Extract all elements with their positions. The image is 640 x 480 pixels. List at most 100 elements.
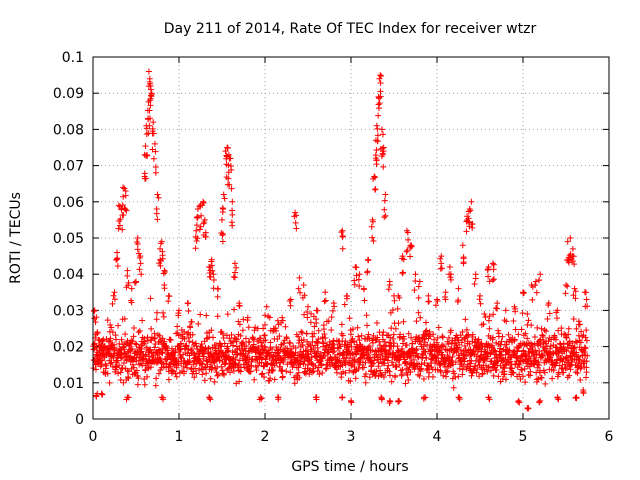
data-point <box>339 245 346 252</box>
data-point <box>174 323 181 330</box>
data-point <box>468 221 475 228</box>
data-point <box>125 279 132 286</box>
data-point <box>419 335 426 342</box>
data-point <box>216 357 223 364</box>
data-point <box>486 313 493 320</box>
data-point <box>219 230 226 237</box>
data-point <box>489 260 496 267</box>
data-point <box>205 345 212 352</box>
data-point <box>512 308 519 315</box>
data-point <box>217 342 224 349</box>
data-point <box>322 297 329 304</box>
data-point <box>463 228 470 235</box>
data-point <box>262 312 269 319</box>
data-point <box>572 394 579 401</box>
data-point <box>321 331 328 338</box>
data-point <box>556 362 563 369</box>
data-point <box>111 296 118 303</box>
data-point <box>434 335 441 342</box>
data-point <box>348 343 355 350</box>
data-point <box>218 363 225 370</box>
y-tick-label: 0.01 <box>53 376 84 392</box>
data-point <box>243 343 250 350</box>
data-point <box>375 373 382 380</box>
data-point <box>261 343 268 350</box>
data-point <box>282 323 289 330</box>
data-point <box>583 337 590 344</box>
data-point <box>232 269 239 276</box>
data-point <box>147 295 154 302</box>
data-point <box>545 302 552 309</box>
data-point <box>462 334 469 341</box>
data-point <box>292 344 299 351</box>
data-point <box>152 148 159 155</box>
data-point <box>481 311 488 318</box>
data-point <box>434 298 441 305</box>
data-point <box>131 325 138 332</box>
data-point <box>420 352 427 359</box>
data-point <box>570 292 577 299</box>
data-point <box>115 225 122 232</box>
data-point <box>567 235 574 241</box>
data-point <box>200 199 207 206</box>
data-point <box>359 359 366 366</box>
data-point <box>449 353 456 360</box>
data-point <box>134 235 141 241</box>
data-point <box>425 292 432 299</box>
data-point <box>255 362 262 369</box>
data-point <box>397 331 404 338</box>
data-point <box>321 298 328 305</box>
data-point <box>131 279 138 286</box>
data-point <box>159 255 166 262</box>
data-point <box>502 351 509 358</box>
data-point <box>153 210 160 217</box>
data-point <box>584 352 591 359</box>
data-point <box>366 374 373 381</box>
data-point <box>572 295 579 302</box>
data-point <box>516 361 523 368</box>
data-point <box>405 236 412 243</box>
data-point <box>444 369 451 376</box>
data-point <box>380 163 387 170</box>
data-point <box>534 364 541 371</box>
data-point <box>153 316 160 323</box>
data-point <box>514 348 521 355</box>
data-point <box>194 235 201 242</box>
data-point <box>550 367 557 374</box>
data-point <box>390 349 397 356</box>
data-point <box>525 317 532 324</box>
data-point <box>466 340 473 347</box>
data-point <box>232 335 239 342</box>
data-point <box>257 335 264 342</box>
data-point <box>505 359 512 366</box>
data-point <box>494 354 501 361</box>
data-point <box>488 358 495 365</box>
y-tick-label: 0.1 <box>62 50 84 66</box>
data-point <box>177 346 184 353</box>
data-point <box>228 331 235 338</box>
data-point <box>555 396 562 403</box>
data-point <box>401 335 408 342</box>
data-point <box>386 282 393 289</box>
data-point <box>505 331 512 338</box>
data-point <box>200 220 207 227</box>
data-point <box>583 369 590 376</box>
data-point <box>376 95 383 102</box>
data-point <box>141 173 148 180</box>
data-point <box>173 364 180 371</box>
data-point <box>520 290 527 297</box>
data-point <box>274 350 281 357</box>
data-point <box>364 322 371 329</box>
data-point <box>549 375 556 382</box>
data-point <box>576 356 583 363</box>
data-point <box>151 344 158 351</box>
data-point <box>489 277 496 284</box>
x-tick-label: 3 <box>347 429 356 445</box>
data-point <box>287 302 294 309</box>
data-point <box>269 346 276 353</box>
data-point <box>415 309 422 316</box>
data-point <box>377 72 384 79</box>
data-point <box>151 330 158 337</box>
data-point <box>369 234 376 241</box>
data-point <box>236 303 243 310</box>
